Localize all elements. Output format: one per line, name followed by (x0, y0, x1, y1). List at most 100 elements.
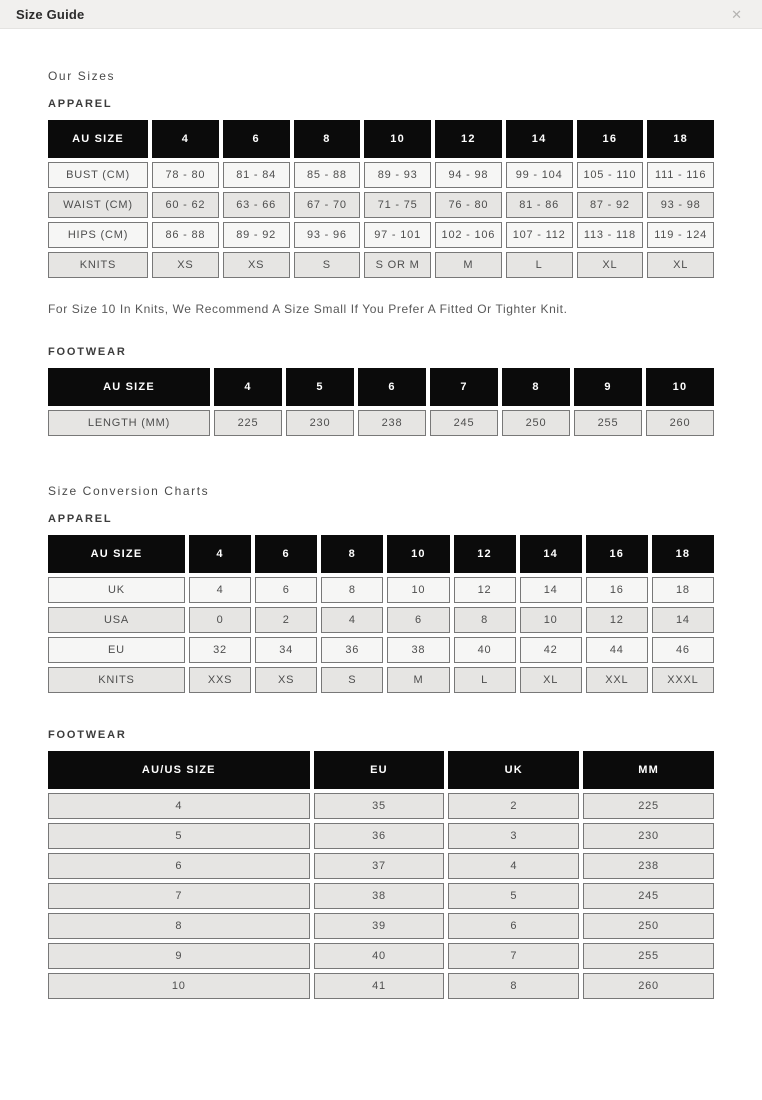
table-cell: 255 (574, 410, 642, 436)
table-cell: XXXL (651, 667, 714, 693)
table-header-cell: 14 (505, 120, 573, 158)
apparel-conversion-table: AU SIZE 4 6 8 10 12 14 16 18 UK 4 6 8 10 12 14 16 18 USA 0 2… (48, 535, 714, 693)
table-cell: 8 (448, 973, 580, 999)
table-header-cell: EU (313, 751, 445, 789)
row-label-cell: WAIST (CM) (48, 192, 148, 218)
table-cell: 225 (583, 793, 714, 819)
table-cell: 38 (313, 883, 445, 909)
table-cell: 107 - 112 (505, 222, 573, 248)
row-label-cell: KNITS (48, 252, 148, 278)
table-cell: 87 - 92 (576, 192, 644, 218)
table-cell: XS (152, 252, 219, 278)
table-cell: 81 - 84 (222, 162, 290, 188)
table-cell: 42 (519, 637, 582, 663)
table-cell: 63 - 66 (222, 192, 290, 218)
table-cell: 260 (583, 973, 714, 999)
table-cell: M (435, 252, 502, 278)
table-header-cell: 4 (214, 368, 282, 406)
table-cell: 119 - 124 (647, 222, 714, 248)
table-cell: 44 (585, 637, 648, 663)
table-cell: 99 - 104 (505, 162, 573, 188)
row-label-cell: 4 (48, 793, 310, 819)
table-cell: 78 - 80 (152, 162, 219, 188)
table-cell: 6 (387, 607, 450, 633)
table-cell: XS (255, 667, 318, 693)
table-header-cell: 10 (646, 368, 714, 406)
table-cell: S (321, 667, 384, 693)
table-header-cell: 6 (222, 120, 290, 158)
table-cell: 14 (651, 607, 714, 633)
table-cell: 97 - 101 (364, 222, 431, 248)
table-header-cell: UK (448, 751, 580, 789)
modal-title: Size Guide (16, 6, 85, 22)
table-cell: 238 (358, 410, 426, 436)
table-header-cell: 5 (286, 368, 354, 406)
row-label-cell: 9 (48, 943, 310, 969)
table-cell: 32 (189, 637, 252, 663)
table-cell: 12 (453, 577, 516, 603)
table-cell: 34 (255, 637, 318, 663)
row-label-cell: KNITS (48, 667, 185, 693)
footwear-label-2: FOOTWEAR (48, 729, 127, 741)
table-header-cell: 12 (453, 535, 516, 573)
row-label-cell: 7 (48, 883, 310, 909)
table-cell: 16 (585, 577, 648, 603)
table-cell: 245 (583, 883, 714, 909)
table-cell: 18 (651, 577, 714, 603)
table-cell: L (453, 667, 516, 693)
table-cell: 40 (453, 637, 516, 663)
table-cell: 36 (321, 637, 384, 663)
footwear-sizes-table: AU SIZE 4 5 6 7 8 9 10 LENGTH (MM) 225 230 238 245 25… (48, 368, 714, 436)
table-cell: 8 (453, 607, 516, 633)
table-header-cell: 9 (574, 368, 642, 406)
table-cell: 113 - 118 (576, 222, 644, 248)
row-label-cell: BUST (CM) (48, 162, 148, 188)
table-cell: 250 (583, 913, 714, 939)
row-label-cell: 6 (48, 853, 310, 879)
table-cell: 6 (255, 577, 318, 603)
table-cell: 250 (502, 410, 570, 436)
table-cell: 238 (583, 853, 714, 879)
row-label-cell: 8 (48, 913, 310, 939)
table-cell: 2 (448, 793, 580, 819)
table-header-cell: MM (583, 751, 714, 789)
table-header-cell: 18 (647, 120, 714, 158)
table-header-cell: 16 (576, 120, 644, 158)
table-cell: 41 (313, 973, 445, 999)
table-cell: 255 (583, 943, 714, 969)
table-cell: 5 (448, 883, 580, 909)
table-cell: XL (519, 667, 582, 693)
modal-header: Size Guide ✕ (0, 0, 762, 29)
table-cell: 260 (646, 410, 714, 436)
table-cell: 85 - 88 (293, 162, 361, 188)
table-cell: 81 - 86 (505, 192, 573, 218)
table-cell: S (293, 252, 361, 278)
table-header-cell: 10 (387, 535, 450, 573)
table-cell: 67 - 70 (293, 192, 361, 218)
table-cell: 93 - 96 (293, 222, 361, 248)
row-label-cell: 5 (48, 823, 310, 849)
conversion-charts-heading: Size Conversion Charts (48, 484, 210, 498)
table-cell: XXS (189, 667, 252, 693)
size-guide-content: Our Sizes APPAREL AU SIZE 4 6 8 10 12 14 16 18 BU… (0, 69, 762, 1059)
table-cell: 7 (448, 943, 580, 969)
table-cell: 37 (313, 853, 445, 879)
table-cell: 2 (255, 607, 318, 633)
table-cell: 102 - 106 (435, 222, 502, 248)
table-cell: 10 (519, 607, 582, 633)
row-label-cell: USA (48, 607, 185, 633)
table-header-cell: 6 (255, 535, 318, 573)
table-header-label-cell: AU SIZE (48, 368, 210, 406)
close-icon[interactable]: ✕ (731, 6, 742, 22)
our-sizes-heading: Our Sizes (48, 69, 116, 83)
row-label-cell: EU (48, 637, 185, 663)
table-header-cell: 8 (502, 368, 570, 406)
table-cell: 38 (387, 637, 450, 663)
table-cell: 4 (321, 607, 384, 633)
table-header-cell: 8 (293, 120, 361, 158)
table-cell: XL (576, 252, 644, 278)
table-cell: 36 (313, 823, 445, 849)
table-cell: 46 (651, 637, 714, 663)
table-cell: 230 (583, 823, 714, 849)
table-cell: 0 (189, 607, 252, 633)
